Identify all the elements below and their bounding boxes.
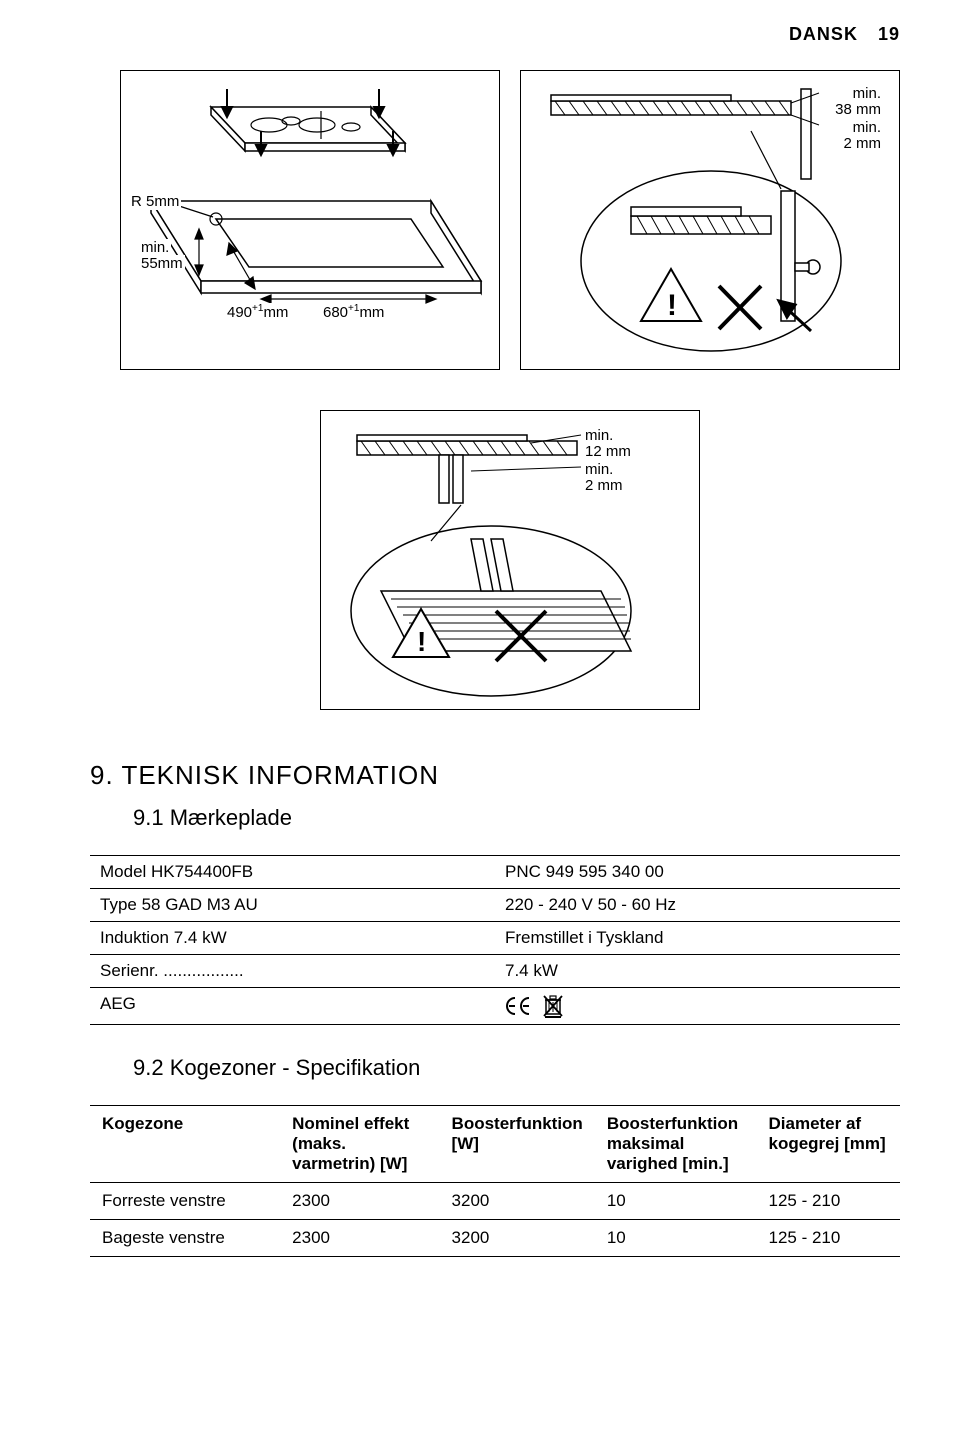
td-0-4: 125 - 210 (757, 1183, 901, 1220)
td-0-3: 10 (595, 1183, 757, 1220)
th-3: Boosterfunktion maksimal varighed [min.] (595, 1106, 757, 1183)
section-9-title: 9. TEKNISK INFORMATION (90, 760, 439, 791)
th-0: Kogezone (90, 1106, 280, 1183)
td-1-4: 125 - 210 (757, 1220, 901, 1257)
spec-right-4-icons (495, 988, 900, 1024)
th-2: Boosterfunktion [W] (440, 1106, 595, 1183)
min-55-label-a: min. (139, 239, 171, 256)
tr-l1a: min. (851, 85, 883, 102)
diagram-side-clearance-38: ! min. 38 mm min. 2 mm (520, 70, 900, 370)
header-page: 19 (878, 24, 900, 44)
td-0-0: Forreste venstre (90, 1183, 280, 1220)
spec-left-2: Induktion 7.4 kW (90, 922, 495, 954)
svg-text:!: ! (417, 626, 426, 657)
spec-right-1: 220 - 240 V 50 - 60 Hz (495, 889, 900, 921)
weee-bin-icon (542, 994, 564, 1018)
b-l2a: min. (583, 461, 615, 478)
b-l1a: min. (583, 427, 615, 444)
d680-label: 680+1mm (321, 303, 386, 321)
spec-right-2: Fremstillet i Tyskland (495, 922, 900, 954)
ce-icon (505, 995, 531, 1017)
spec-left-3: Serienr. ................. (90, 955, 495, 987)
th-1: Nominel effekt (maks. varmetrin) [W] (280, 1106, 439, 1183)
header-lang: DANSK (789, 24, 858, 44)
d490-label: 490+1mm (225, 303, 290, 321)
td-1-1: 2300 (280, 1220, 439, 1257)
rating-plate-table: Model HK754400FB PNC 949 595 340 00 Type… (90, 855, 900, 1025)
td-0-1: 2300 (280, 1183, 439, 1220)
td-1-0: Bageste venstre (90, 1220, 280, 1257)
table-header-row: Kogezone Nominel effekt (maks. varmetrin… (90, 1106, 900, 1183)
diagram-side-clearance-12: ! min. 12 mm min. 2 mm (320, 410, 700, 710)
table-row: Forreste venstre 2300 3200 10 125 - 210 (90, 1183, 900, 1220)
page-header: DANSK 19 (789, 24, 900, 45)
spec-left-1: Type 58 GAD M3 AU (90, 889, 495, 921)
b-l2b: 2 mm (583, 477, 625, 494)
table-row: Bageste venstre 2300 3200 10 125 - 210 (90, 1220, 900, 1257)
side-clearance-12-svg: ! (321, 411, 701, 711)
r5-label: R 5mm (129, 193, 181, 210)
cooking-zones-table: Kogezone Nominel effekt (maks. varmetrin… (90, 1105, 900, 1257)
section-9-2-title: 9.2 Kogezoner - Specifikation (133, 1055, 420, 1081)
min-55-label-b: 55mm (139, 255, 185, 272)
svg-text:!: ! (667, 289, 677, 322)
cooktop-cutout-svg (121, 71, 501, 371)
diagram-cooktop-cutout: R 5mm min. 55mm 490+1mm 680+1mm (120, 70, 500, 370)
tr-l2b: 2 mm (842, 135, 884, 152)
spec-left-0: Model HK754400FB (90, 856, 495, 888)
spec-right-3: 7.4 kW (495, 955, 900, 987)
tr-l2a: min. (851, 119, 883, 136)
td-1-2: 3200 (440, 1220, 595, 1257)
th-4: Diameter af kogegrej [mm] (757, 1106, 901, 1183)
section-9-1-title: 9.1 Mærkeplade (133, 805, 292, 831)
b-l1b: 12 mm (583, 443, 633, 460)
td-0-2: 3200 (440, 1183, 595, 1220)
spec-left-4: AEG (90, 988, 495, 1024)
spec-right-0: PNC 949 595 340 00 (495, 856, 900, 888)
td-1-3: 10 (595, 1220, 757, 1257)
tr-l1b: 38 mm (833, 101, 883, 118)
